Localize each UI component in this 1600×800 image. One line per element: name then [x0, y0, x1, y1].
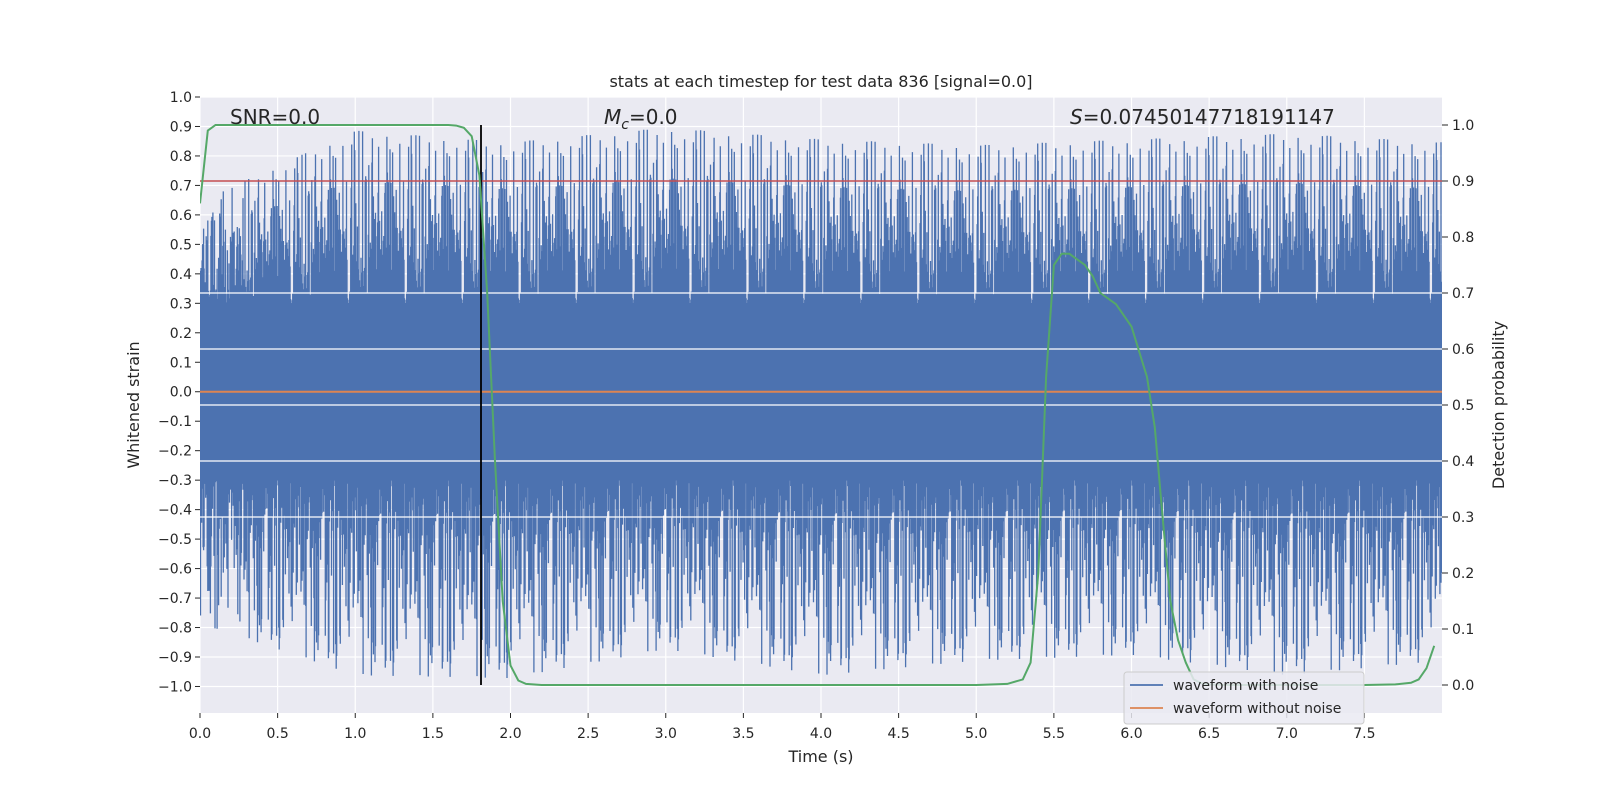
x-tick-label: 1.0	[344, 726, 366, 742]
y-tick-label: −0.3	[158, 473, 192, 489]
y-tick-label: 0.1	[170, 355, 192, 371]
x-tick-label: 4.5	[887, 726, 909, 742]
x-tick-label: 7.5	[1353, 726, 1375, 742]
y-tick-label: 0.4	[170, 267, 192, 283]
y2-tick-label: 0.2	[1452, 566, 1474, 582]
chirp-mass-annotation: Mc=0.0	[604, 105, 678, 133]
snr-annotation: SNR=0.0	[230, 105, 320, 129]
y-tick-label: 0.8	[170, 149, 192, 165]
chart-title: stats at each timestep for test data 836…	[609, 72, 1032, 91]
legend-label-waveform-without-noise: waveform without noise	[1173, 701, 1341, 717]
s-annotation: S=0.07450147718191147	[1070, 105, 1335, 129]
legend-box	[1123, 671, 1365, 725]
y-tick-label: −0.4	[158, 503, 192, 519]
x-tick-label: 0.5	[266, 726, 288, 742]
y-tick-label: −0.2	[158, 444, 192, 460]
y-tick-label: 0.7	[170, 178, 192, 194]
mc-value: =0.0	[629, 105, 678, 129]
s-value: =0.07450147718191147	[1083, 105, 1335, 129]
x-tick-label: 6.5	[1198, 726, 1220, 742]
x-tick-label: 3.5	[732, 726, 754, 742]
y2-tick-label: 0.3	[1452, 510, 1474, 526]
y-tick-label: 0.2	[170, 326, 192, 342]
mc-symbol: M	[604, 105, 621, 129]
x-tick-label: 4.0	[810, 726, 832, 742]
x-tick-label: 2.5	[577, 726, 599, 742]
x-tick-label: 5.5	[1043, 726, 1065, 742]
y-tick-label: −0.7	[158, 591, 192, 607]
y-tick-label: 0.0	[170, 385, 192, 401]
y-axis-title: Whitened strain	[124, 341, 143, 468]
y-axis-ticks: 1.0 0.9 0.8 0.7 0.6 0.5 0.4 0.3 0.2 0.1 0.0 −0.1 −0.…	[158, 90, 200, 695]
y-tick-label: 0.9	[170, 119, 192, 135]
s-symbol: S	[1070, 105, 1083, 129]
mc-subscript: c	[621, 117, 629, 133]
y-tick-label: 0.6	[170, 208, 192, 224]
y2-axis-ticks: 1.0 0.9 0.8 0.7 0.6 0.5 0.4 0.3 0.2 0.1 0.0	[1442, 118, 1474, 694]
x-tick-label: 1.5	[422, 726, 444, 742]
y2-tick-label: 0.9	[1452, 174, 1474, 190]
y2-tick-label: 0.4	[1452, 454, 1474, 470]
x-tick-label: 3.0	[655, 726, 677, 742]
x-tick-label: 6.0	[1120, 726, 1142, 742]
legend-label-waveform-with-noise: waveform with noise	[1173, 678, 1318, 694]
y-tick-label: −1.0	[158, 679, 192, 695]
y-tick-label: −0.9	[158, 650, 192, 666]
y2-tick-label: 0.1	[1452, 622, 1474, 638]
y-tick-label: −0.6	[158, 562, 192, 578]
y-tick-label: 0.5	[170, 237, 192, 253]
y2-tick-label: 0.5	[1452, 398, 1474, 414]
legend: waveform with noise waveform without noi…	[1123, 671, 1365, 725]
x-tick-label: 5.0	[965, 726, 987, 742]
y2-tick-label: 0.8	[1452, 230, 1474, 246]
y-tick-label: −0.5	[158, 532, 192, 548]
y2-tick-label: 0.6	[1452, 342, 1474, 358]
x-tick-label: 0.0	[189, 726, 211, 742]
y2-axis-title: Detection probability	[1489, 321, 1508, 489]
y-tick-label: 0.3	[170, 296, 192, 312]
y-tick-label: −0.1	[158, 414, 192, 430]
y2-tick-label: 1.0	[1452, 118, 1474, 134]
x-tick-label: 7.0	[1276, 726, 1298, 742]
y-tick-label: 1.0	[170, 90, 192, 106]
x-axis-title: Time (s)	[787, 747, 853, 766]
y2-tick-label: 0.0	[1452, 678, 1474, 694]
x-tick-label: 2.0	[499, 726, 521, 742]
y-tick-label: −0.8	[158, 621, 192, 637]
y2-tick-label: 0.7	[1452, 286, 1474, 302]
